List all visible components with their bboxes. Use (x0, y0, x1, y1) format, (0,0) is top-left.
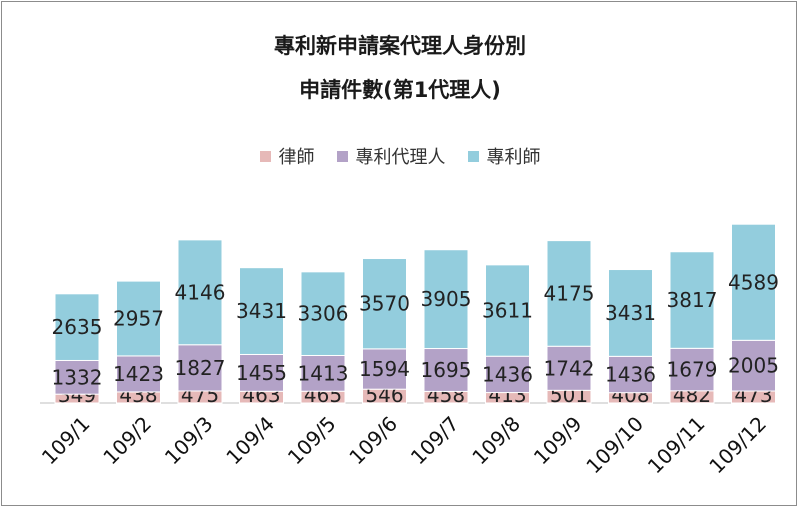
bar-agent (300, 354, 346, 392)
data-label-agent: 1455 (236, 361, 287, 385)
bar-agent (608, 355, 653, 394)
data-label-agent: 1436 (605, 363, 656, 387)
x-tick-label: 109/3 (160, 412, 218, 470)
data-label-patent-attorney: 2635 (52, 315, 103, 339)
bar-agent (362, 348, 407, 390)
legend-swatch-patent-attorney (467, 150, 479, 162)
bar-patent-attorney (731, 223, 776, 341)
data-label-agent: 1594 (359, 357, 410, 381)
chart-legend: 律師 專利代理人 專利師 (0, 143, 800, 169)
x-tick-label: 109/6 (344, 412, 402, 470)
bar-agent (116, 355, 161, 393)
data-label-patent-attorney: 3611 (482, 299, 533, 323)
legend-item-agent: 專利代理人 (336, 143, 446, 169)
x-tick-label: 109/7 (406, 412, 464, 470)
legend-label-lawyer: 律師 (278, 147, 315, 168)
data-label-agent: 1742 (544, 356, 595, 380)
legend-swatch-lawyer (259, 150, 271, 162)
bar-patent-attorney (177, 239, 223, 346)
x-tick-label: 109/9 (529, 412, 587, 470)
chart-title-line1: 專利新申請案代理人身份別 (274, 34, 526, 58)
x-tick-label: 109/10 (581, 412, 648, 479)
bar-agent (54, 359, 100, 395)
data-label-patent-attorney: 3905 (421, 287, 472, 311)
data-label-agent: 1423 (113, 362, 164, 386)
data-label-patent-attorney: 4589 (728, 270, 779, 294)
data-label-agent: 1436 (482, 362, 533, 386)
data-label-patent-attorney: 3306 (298, 302, 349, 326)
x-tick-label: 109/2 (98, 412, 156, 470)
bar-patent-attorney (608, 269, 653, 357)
data-label-agent: 1332 (52, 365, 103, 389)
legend-label-patent-attorney: 專利師 (486, 147, 541, 168)
x-tick-label: 109/8 (467, 412, 525, 470)
bar-agent (239, 353, 284, 392)
bar-agent (485, 355, 530, 394)
bar-patent-attorney (546, 240, 592, 347)
bar-agent (546, 345, 592, 391)
data-label-patent-attorney: 2957 (113, 307, 164, 331)
bar-patent-attorney (239, 267, 284, 355)
bar-patent-attorney (116, 280, 161, 357)
legend-label-agent: 專利代理人 (355, 147, 446, 168)
data-label-patent-attorney: 3817 (667, 288, 718, 312)
data-label-agent: 1413 (298, 361, 349, 385)
bar-patent-attorney (485, 264, 530, 357)
legend-item-lawyer: 律師 (259, 143, 315, 169)
chart-title-line2: 申請件數(第1代理人) (299, 78, 501, 102)
data-label-patent-attorney: 3570 (359, 292, 410, 316)
data-label-agent: 1695 (421, 358, 472, 382)
bar-patent-attorney (669, 251, 715, 349)
bar-patent-attorney (423, 249, 469, 350)
bar-agent (177, 344, 223, 392)
legend-swatch-agent (336, 150, 348, 162)
bar-patent-attorney (54, 293, 100, 361)
data-label-agent: 1679 (667, 358, 718, 382)
legend-item-patent-attorney: 專利師 (467, 143, 541, 169)
x-tick-label: 109/11 (643, 412, 710, 479)
data-label-patent-attorney: 3431 (605, 301, 656, 325)
data-label-agent: 2005 (728, 354, 779, 378)
data-label-agent: 1827 (175, 356, 226, 380)
x-tick-label: 109/5 (283, 412, 341, 470)
data-label-patent-attorney: 4146 (175, 280, 226, 304)
bar-patent-attorney (362, 258, 407, 350)
data-label-patent-attorney: 4175 (544, 281, 595, 305)
x-tick-label: 109/4 (221, 412, 279, 470)
data-label-patent-attorney: 3431 (236, 299, 287, 323)
bar-patent-attorney (300, 271, 346, 356)
x-tick-label: 109/1 (37, 412, 95, 470)
x-tick-label: 109/12 (704, 412, 771, 479)
